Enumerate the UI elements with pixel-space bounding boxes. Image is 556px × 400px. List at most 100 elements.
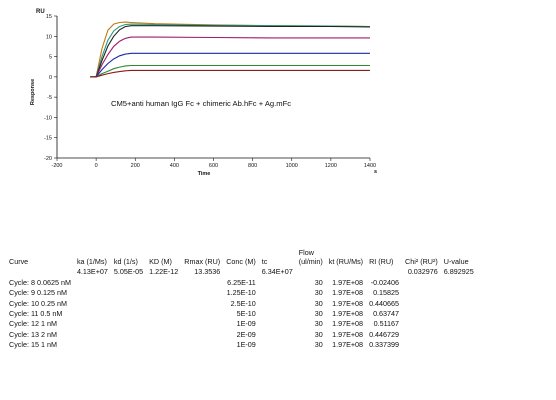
table-cell: 0.446729 [369,329,400,339]
table-cell: 0.337399 [369,340,400,350]
table-cell [111,276,146,286]
table-cell: Cycle: 13 2 nM [9,329,57,339]
table-header-row: Curve ka (1/Ms) kd (1/s) KD (M) Rmax (RU… [6,248,477,266]
table-cell [111,339,146,349]
table-cell [74,276,111,286]
table-row: Cycle: 9 0.125 nM 1.25E-10 30 1.97E+08 0.158… [6,287,477,297]
table-cell [441,328,477,338]
y-tick-label: 0 [49,75,52,81]
table-cell [74,318,111,328]
table-cell [74,308,111,318]
table-cell [441,287,477,297]
table-cell: 1.97E+08 [332,288,364,298]
table-cell: Cycle: 10 0.25 nM [9,298,67,308]
table-cell: 5E-10 [236,308,256,318]
table-cell: 6.34E+07 [261,267,293,277]
table-body: 4.13E+07 5.05E-05 1.22E-12 13.3536 6.34E+07 0… [6,266,477,349]
header-curve: Curve [9,257,29,266]
chart-axes: 15 10 5 0 -5 -10 -15 -20-200 0 200 400 600 800 1000 12… [44,14,376,169]
table-row: Cycle: 8 0.0625 nM 6.25E-11 30 1.97E+08 -0.0… [6,276,477,287]
table-cell: 5.05E-05 [113,267,144,277]
table-cell [402,328,441,338]
series-line-7 [90,69,370,78]
y-tick-label: -20 [44,156,52,162]
table-cell [441,308,477,318]
table-row: Cycle: 15 1 nM 1E-09 30 1.97E+08 0.337399 [6,339,477,349]
table-cell: 1.97E+08 [332,329,364,339]
header-ri: RI (RU) [369,257,394,266]
header-ka: ka (1/Ms) [76,257,107,266]
table-cell: 6.25E-11 [227,277,256,287]
table-cell: 0.15825 [373,288,400,298]
table-cell: 30 [314,298,323,308]
table-cell: 30 [314,329,323,339]
table-cell [259,276,296,286]
y-tick-label: 5 [49,55,52,61]
sensorgram-chart: 15 10 5 0 -5 -10 -15 -20-200 0 200 400 600 800 1000 12… [30,9,377,177]
table-cell: 0.51167 [373,319,400,329]
x-tick-label: 1000 [286,163,298,169]
table-cell: Cycle: 12 1 nM [9,319,57,329]
x-tick-label: 0 [95,163,98,169]
table-cell [146,297,181,307]
x-axis-unit-label: s [374,169,377,175]
table-cell [181,318,223,328]
table-cell [74,328,111,338]
table-cell [111,287,146,297]
y-tick-label: 15 [46,14,52,20]
series-line-2 [90,23,371,78]
x-tick-label: 400 [170,163,179,169]
table-cell [146,287,181,297]
table-cell: 1.97E+08 [332,308,364,318]
table-cell [74,297,111,307]
table-cell: 2.5E-10 [230,298,256,308]
x-tick-label: 600 [209,163,218,169]
table-cell: 30 [314,277,323,287]
series-line-3 [90,25,371,78]
table-cell: 1.25E-10 [226,288,256,298]
chart-series [90,21,371,78]
table-cell: 1.22E-12 [149,267,179,277]
table-cell: 1.97E+08 [332,277,364,287]
table-cell: 1.97E+08 [332,319,364,329]
y-tick-label: -5 [47,95,52,101]
table-cell [259,339,296,349]
table-cell [74,287,111,297]
y-axis-unit-label: RU [36,9,45,15]
header-flow-line1: Flow [298,248,314,257]
header-kt: kt (RU/Ms) [328,257,364,266]
table-cell [146,328,181,338]
x-axis-label: Time [198,171,211,177]
table-cell [146,308,181,318]
table-cell: 6.892925 [443,267,474,277]
table-cell: 0.63747 [373,308,400,318]
table-row: Cycle: 10 0.25 nM 2.5E-10 30 1.97E+08 0.4406… [6,297,477,308]
table-cell: 1E-09 [236,319,256,329]
table-cell [441,318,477,328]
table-cell [259,287,296,297]
y-tick-label: -15 [44,136,52,142]
table-cell [181,287,223,297]
table-cell: Cycle: 8 0.0625 nM [9,277,71,287]
header-uvalue: U-value [443,257,469,266]
table-cell [441,297,477,307]
table-row: Cycle: 13 2 nM 2E-09 30 1.97E+08 0.446729 [6,328,477,339]
table-cell [146,276,181,286]
series-line-1 [90,21,371,78]
y-axis-label: Response [30,79,36,105]
table-cell [111,308,146,318]
header-chi2: Chi² (RU²) [405,257,438,266]
table-cell [402,339,441,349]
header-flow: Flow (ul/min) [296,248,326,266]
x-tick-label: 1400 [364,163,376,169]
table-cell: 1.97E+08 [332,340,364,350]
table-cell [402,287,441,297]
kinetics-results-table: Curve ka (1/Ms) kd (1/s) KD (M) Rmax (RU… [6,248,477,349]
table-cell: 1E-09 [236,340,256,350]
table-cell [146,339,181,349]
table-cell [259,297,296,307]
table-cell [366,266,402,276]
y-tick-label: -10 [44,115,52,121]
table-cell: 2E-09 [236,329,256,339]
table-cell: 30 [314,308,323,318]
